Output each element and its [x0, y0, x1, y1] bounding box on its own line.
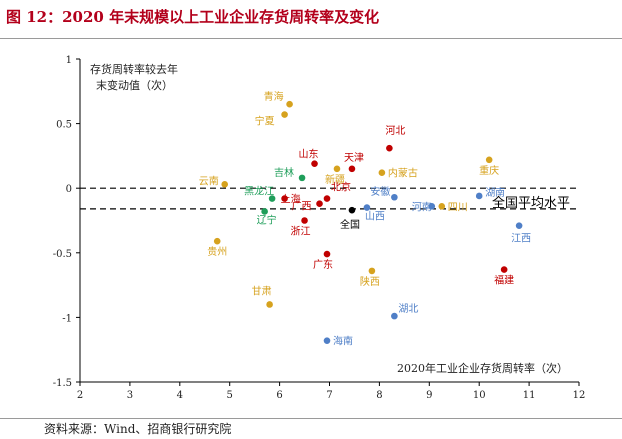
y-tick-label: 0 [66, 184, 72, 195]
point-label: 湖北 [398, 303, 418, 315]
y-axis-label-line1: 存货周转率较去年 [90, 62, 178, 76]
point-label: 河南 [412, 200, 432, 213]
source-divider [0, 418, 622, 419]
reference-lines [80, 187, 579, 210]
point-label: 重庆 [479, 164, 499, 177]
data-point [316, 200, 323, 208]
point-label: 山东 [299, 148, 319, 161]
data-point [428, 202, 436, 210]
x-tick-label: 7 [326, 390, 332, 401]
point-label: 福建 [494, 274, 514, 287]
point-label: 湖南 [485, 186, 505, 199]
point-label: 安徽 [370, 185, 390, 198]
data-point [213, 237, 221, 245]
data-point [438, 202, 446, 210]
data-point [261, 208, 268, 215]
x-tick-label: 3 [127, 390, 133, 401]
point-label: 新疆 [325, 173, 345, 186]
point-label: 黑龙江 [244, 185, 274, 198]
data-point [368, 267, 376, 275]
y-tick-label: -0.5 [53, 249, 72, 260]
data-point [311, 160, 318, 167]
data-points [213, 100, 523, 344]
x-tick-label: 8 [376, 390, 382, 401]
data-point [386, 144, 393, 152]
data-point [266, 301, 273, 308]
x-tick-label: 9 [426, 390, 432, 401]
point-label: 河北 [385, 125, 405, 137]
point-label: 广西 [292, 201, 312, 213]
point-label: 甘肃 [252, 284, 272, 297]
data-point [281, 195, 288, 202]
point-label: 吉林 [274, 166, 294, 179]
x-tick-label: 5 [227, 390, 233, 401]
point-label: 海南 [333, 335, 353, 348]
data-point [348, 206, 356, 214]
point-label: 辽宁 [257, 213, 277, 226]
source-note: 资料来源：Wind、招商银行研究院 [44, 422, 232, 436]
data-point [391, 312, 398, 320]
x-tick-label: 11 [523, 390, 536, 401]
data-point [221, 181, 229, 188]
point-label: 内蒙古 [388, 167, 418, 180]
point-label: 云南 [199, 174, 219, 187]
data-point [323, 195, 331, 202]
point-label: 浙江 [291, 226, 311, 238]
point-label: 天津 [344, 152, 364, 164]
data-point [281, 111, 288, 118]
data-point [500, 266, 508, 273]
data-point [485, 156, 493, 164]
data-point [391, 193, 398, 201]
data-point [323, 337, 331, 344]
point-label: 青海 [264, 90, 284, 103]
x-tick-label: 12 [573, 390, 586, 401]
data-point [515, 222, 523, 229]
x-tick-label: 4 [177, 390, 183, 401]
data-point [268, 195, 276, 202]
y-tick-label: 1 [66, 55, 72, 66]
data-point [323, 250, 331, 258]
y-tick-label: -1.5 [53, 378, 72, 389]
data-point [378, 169, 386, 176]
y-axis-ticks: -1.5 -1 -0.5 0 0.5 1 [53, 55, 80, 389]
data-point [475, 192, 483, 200]
data-point [348, 165, 356, 173]
point-label: 四川 [448, 202, 468, 213]
point-label: 广东 [313, 258, 333, 271]
point-label: 上海 [281, 193, 301, 206]
x-tick-label: 6 [276, 390, 282, 401]
data-point [286, 100, 293, 108]
data-point [333, 165, 341, 173]
point-label: 江西 [511, 233, 531, 245]
data-point [363, 204, 371, 211]
point-label: 北京 [331, 181, 351, 194]
x-axis-label: 2020年工业企业存货周转率（次） [397, 361, 568, 375]
y-tick-label: 0.5 [56, 120, 72, 131]
y-tick-label: -1 [62, 313, 72, 324]
point-label: 贵州 [207, 245, 227, 258]
data-point [301, 217, 308, 224]
point-label: 宁夏 [255, 115, 275, 128]
y-axis-label-line2: 末变动值（次） [96, 78, 173, 92]
title-divider [0, 38, 622, 39]
figure-title: 图 12：2020 年末规模以上工业企业存货周转率及变化 [6, 8, 380, 26]
national-average-annotation: 全国平均水平 [492, 195, 570, 211]
data-point [298, 174, 306, 182]
x-tick-label: 2 [77, 390, 83, 401]
point-label: 陕西 [360, 275, 380, 288]
point-label: 全国 [340, 218, 360, 231]
x-axis-ticks: 2 3 4 5 6 7 8 9 10 11 12 [77, 382, 586, 401]
point-label: 山西 [365, 211, 385, 223]
x-tick-label: 10 [473, 390, 486, 401]
